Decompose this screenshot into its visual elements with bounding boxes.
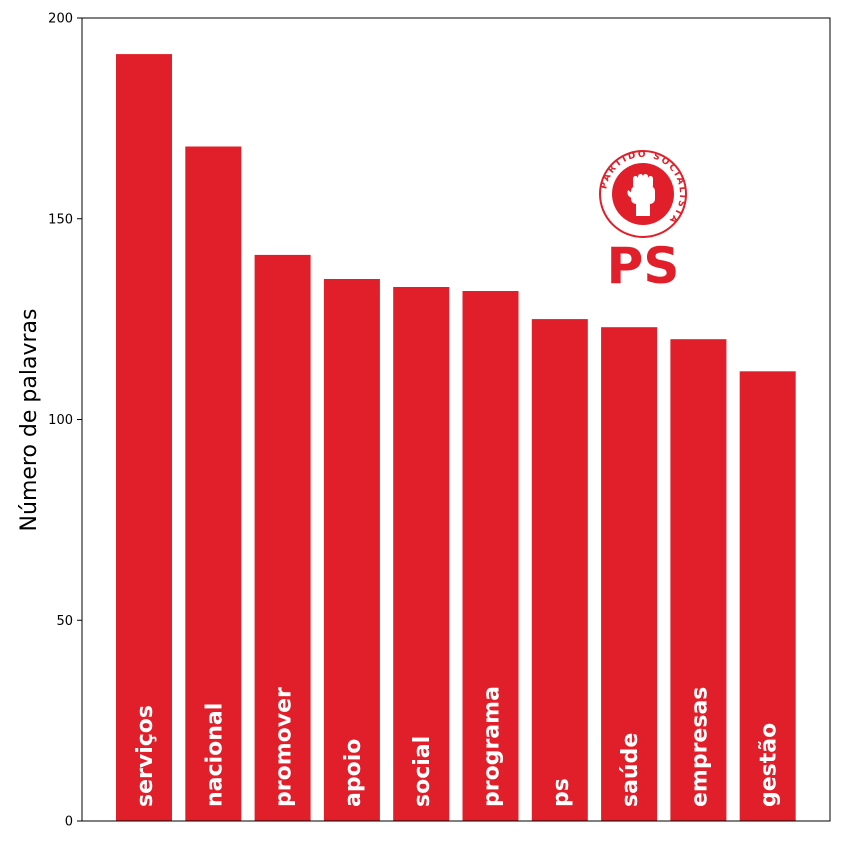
bar-label-6: ps [549,778,574,807]
bar-labels-layer: serviços nacional promover apoio social progr… [133,686,782,807]
bar-label-9: gestão [757,723,782,807]
bar-6 [531,319,588,821]
ps-logo: PARTIDO SOCIALISTA PS [599,150,687,295]
bar-4 [393,287,450,821]
logo-outer-ring [599,150,687,238]
y-axis: 0 50 100 150 200 [48,12,82,830]
y-axis-label: Número de palavras [17,309,42,532]
bar-label-3: apoio [341,739,366,807]
bar-label-1: nacional [202,703,227,807]
bars-layer [116,54,796,822]
logo-wordmark: PS [607,237,680,295]
bar-label-0: serviços [133,705,158,807]
y-tick-label-4: 200 [48,12,73,27]
bar-3 [323,279,380,821]
y-tick-label-0: 0 [65,815,73,830]
bar-label-8: empresas [687,687,712,807]
bar-5 [462,291,519,821]
bar-0 [116,54,172,822]
fist-icon [627,174,655,216]
y-tick-label-1: 50 [56,614,73,629]
bar-label-4: social [410,736,435,807]
bar-label-2: promover [272,687,297,807]
bar-1 [185,146,242,821]
bar-label-7: saúde [618,733,643,807]
bar-2 [254,254,311,821]
y-tick-label-2: 100 [48,413,73,428]
bar-9 [739,371,796,821]
bar-label-5: programa [480,686,505,807]
bar-7 [601,327,658,821]
y-tick-label-3: 150 [48,212,73,227]
bar-8 [670,339,727,821]
